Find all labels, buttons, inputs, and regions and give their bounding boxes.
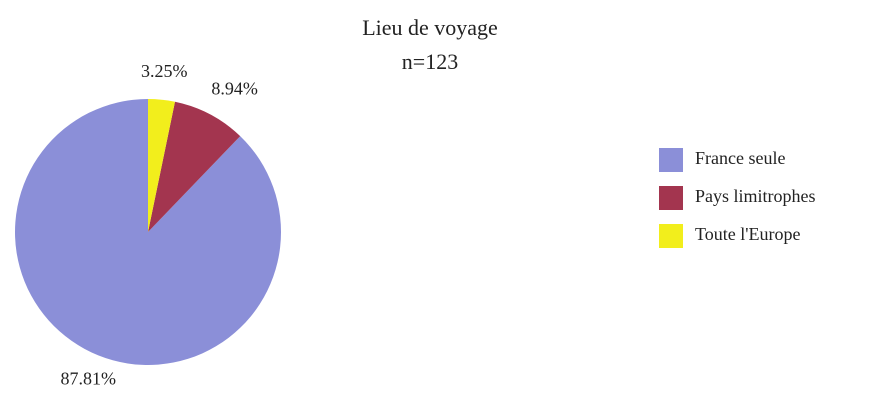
legend-swatch bbox=[659, 224, 683, 248]
legend-swatch bbox=[659, 186, 683, 210]
data-label: 3.25% bbox=[141, 61, 188, 81]
chart-subtitle: n=123 bbox=[402, 49, 458, 74]
legend-label: France seule bbox=[695, 148, 785, 168]
chart-title: Lieu de voyage bbox=[362, 15, 498, 40]
pie-slice bbox=[148, 99, 175, 232]
pie-slice bbox=[148, 101, 241, 232]
legend-swatch bbox=[659, 148, 683, 172]
legend-label: Pays limitrophes bbox=[695, 186, 816, 206]
data-label: 8.94% bbox=[211, 79, 258, 99]
pie-slice bbox=[15, 99, 282, 365]
data-label: 87.81% bbox=[60, 369, 116, 389]
legend-label: Toute l'Europe bbox=[695, 224, 800, 244]
